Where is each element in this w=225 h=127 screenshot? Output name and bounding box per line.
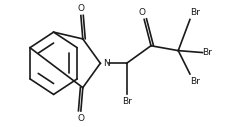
Text: Br: Br: [121, 97, 131, 106]
Text: N: N: [103, 59, 110, 68]
Text: O: O: [138, 7, 145, 17]
Text: Br: Br: [202, 48, 211, 57]
Text: O: O: [77, 4, 84, 13]
Text: Br: Br: [189, 77, 199, 86]
Text: O: O: [77, 114, 84, 123]
Text: Br: Br: [189, 7, 199, 17]
